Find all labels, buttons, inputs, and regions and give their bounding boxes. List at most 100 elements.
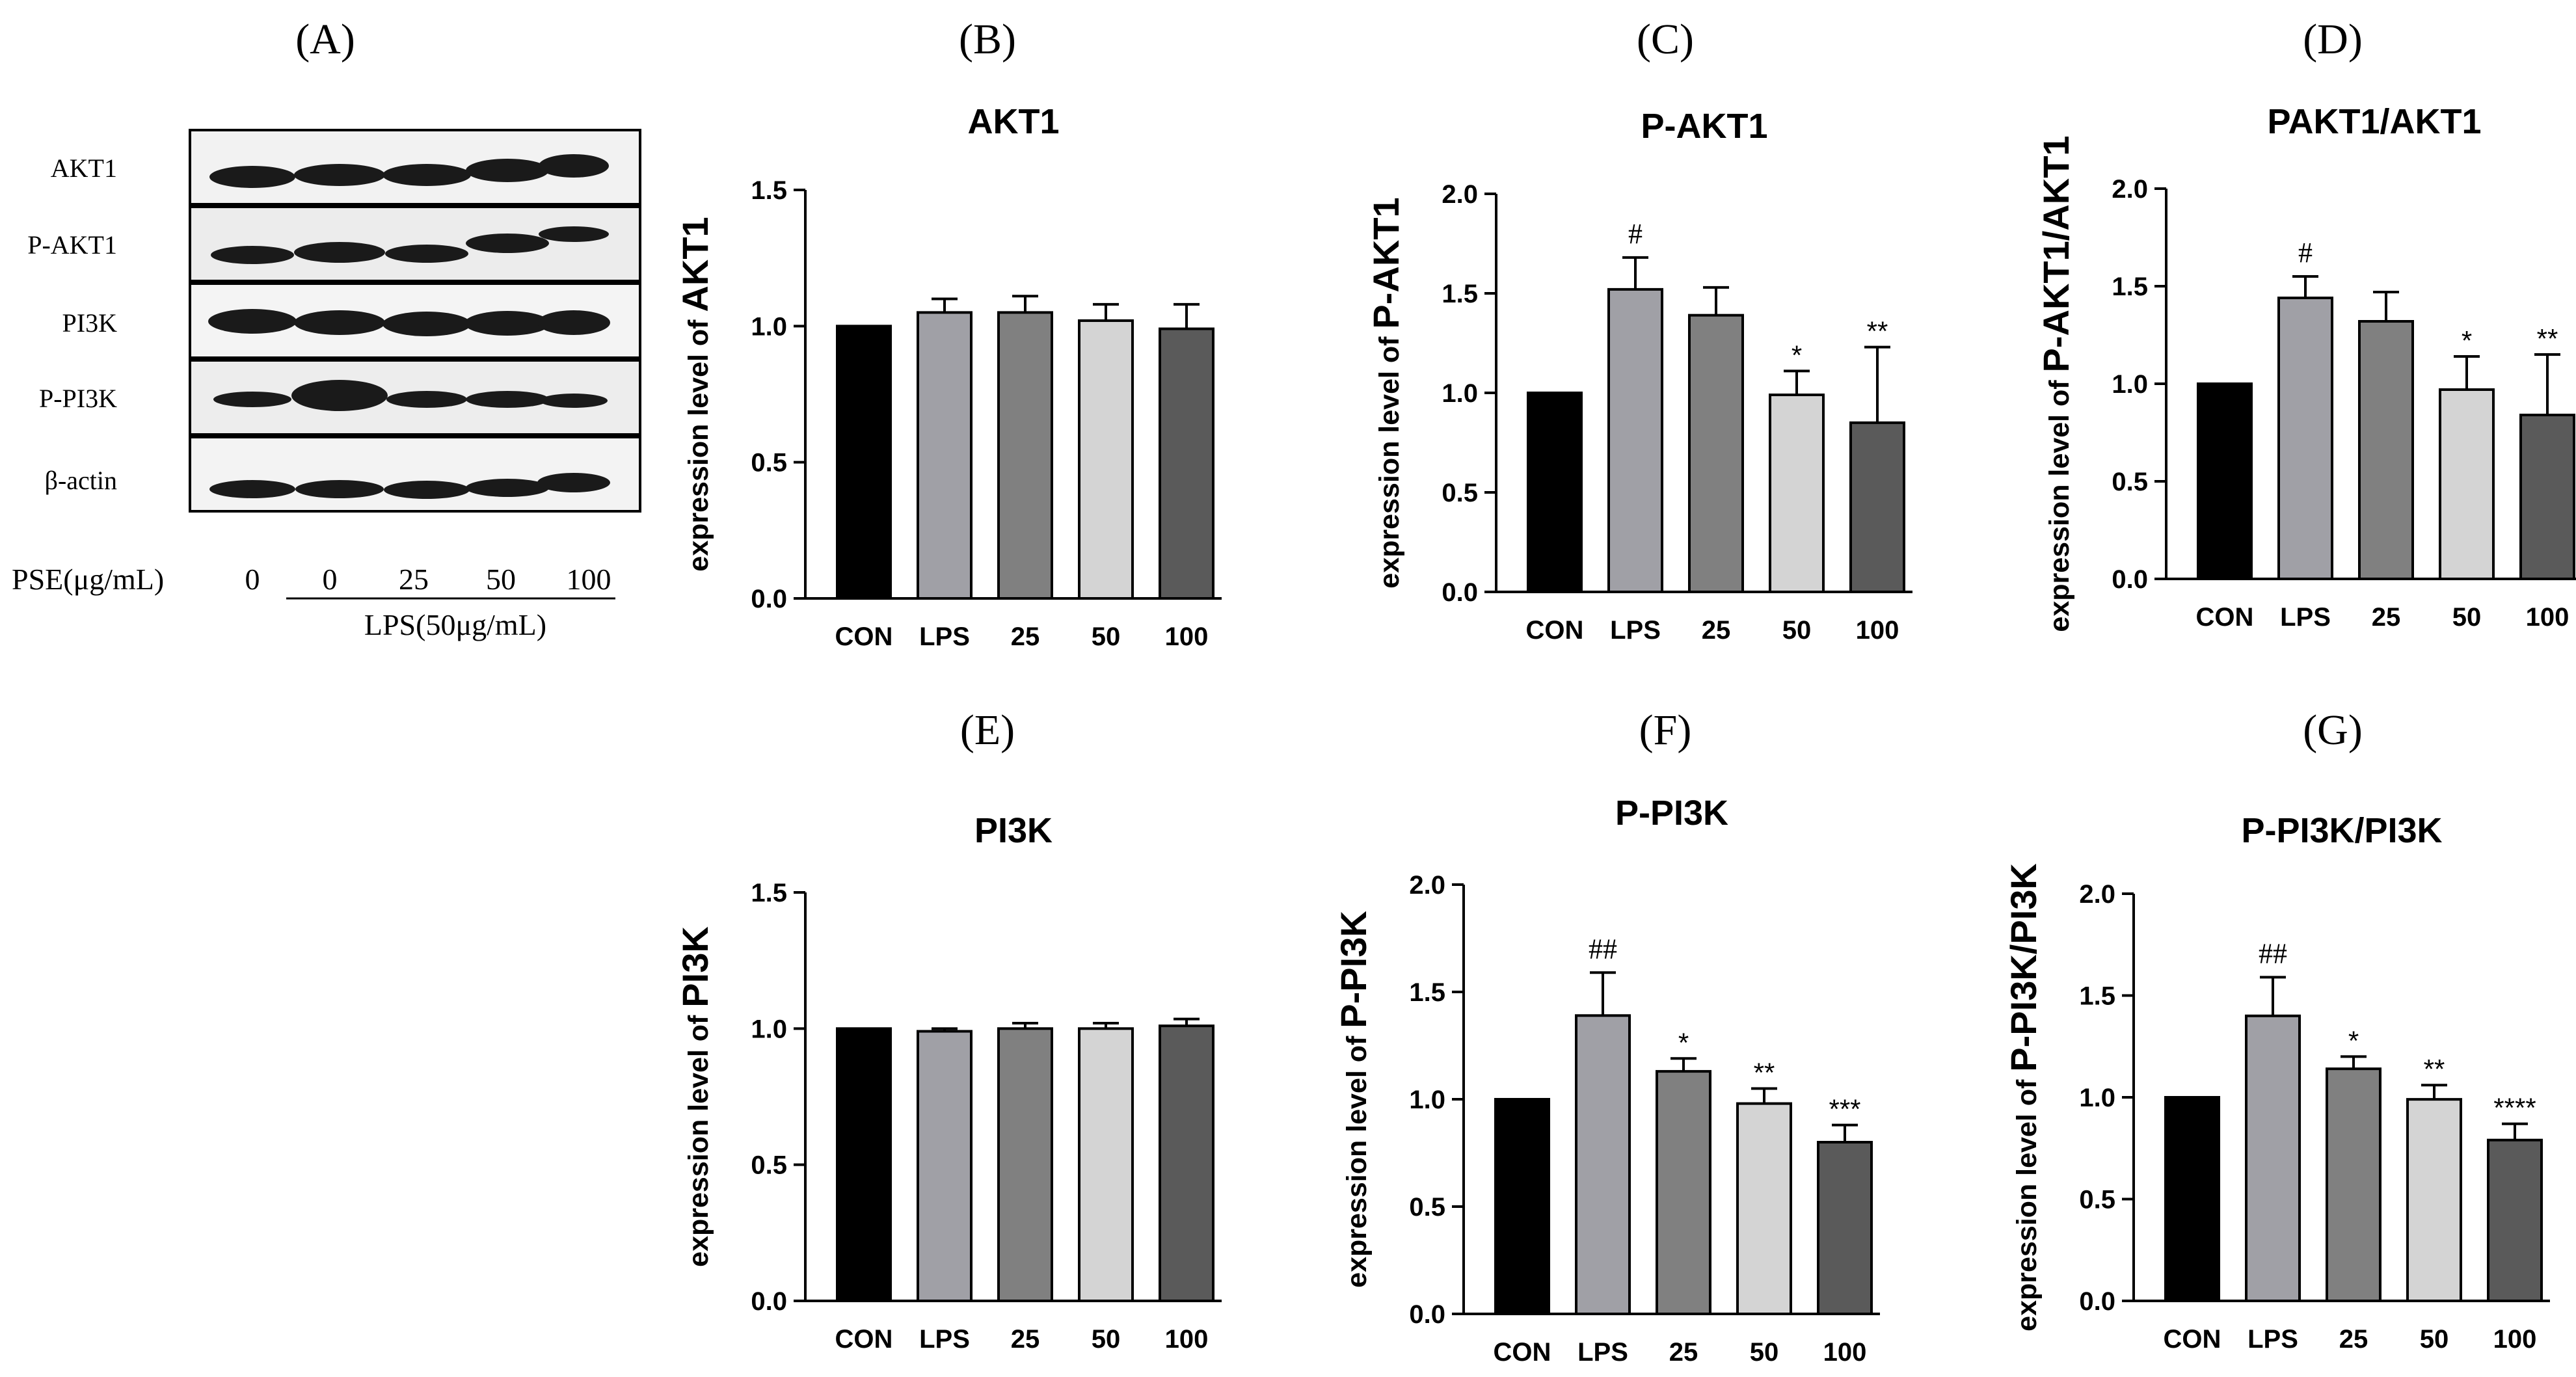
- pse-dose: 25: [399, 563, 429, 596]
- y-tick-label: 0.0: [2112, 565, 2148, 594]
- y-tick-label: 2.0: [1409, 871, 1445, 900]
- significance-label: *: [1791, 340, 1802, 370]
- x-tick-label: 100: [2526, 603, 2569, 632]
- y-tick-label: 0.5: [2112, 468, 2148, 496]
- significance-label: ##: [2259, 937, 2287, 969]
- significance-label: #: [2298, 237, 2313, 269]
- bar: [1078, 1027, 1134, 1303]
- y-tick-label: 1.0: [751, 312, 787, 341]
- bar: [2487, 1138, 2543, 1302]
- bar: [1159, 1024, 1214, 1302]
- blot-strip: [189, 206, 641, 282]
- x-tick-label: 100: [1165, 622, 1209, 651]
- y-axis-label-prefix: expression level of: [2044, 372, 2075, 632]
- blot-band: [294, 242, 385, 263]
- bar: [917, 1030, 973, 1303]
- y-tick-label: 1.5: [2079, 982, 2115, 1011]
- y-tick-label: 0.0: [2079, 1287, 2115, 1316]
- blot-band: [466, 391, 549, 408]
- x-tick-label: 50: [1782, 616, 1812, 645]
- bar: [2406, 1098, 2462, 1302]
- chart-title: PI3K: [974, 811, 1053, 850]
- blot-band: [382, 312, 471, 336]
- bar: [836, 1027, 892, 1303]
- y-tick-label: 1.0: [1442, 379, 1478, 408]
- chart-d: (D) PAKT1/AKT1 0.0 0.5 1.0 1.5 2.0 expression l…: [2035, 16, 2576, 632]
- significance-label: ****: [2493, 1093, 2536, 1123]
- x-tick-label: 25: [2339, 1325, 2368, 1354]
- y-tick-label: 0.5: [1442, 479, 1478, 507]
- blot-band: [294, 310, 385, 335]
- panel-letter: (E): [960, 706, 1015, 754]
- blot-band: [294, 164, 385, 186]
- bar: [1607, 287, 1663, 593]
- pse-label: PSE(μg/mL): [12, 563, 164, 596]
- x-tick-label: 25: [1011, 622, 1040, 651]
- pse-dose: 0: [323, 563, 338, 596]
- significance-label: #: [1628, 218, 1643, 250]
- bar: [2358, 320, 2414, 580]
- bar: [2519, 414, 2575, 580]
- y-tick-label: 0.5: [1409, 1193, 1445, 1222]
- x-tick-label: 25: [1011, 1325, 1040, 1354]
- y-tick-label: 1.0: [751, 1015, 787, 1043]
- y-axis-label-prefix: expression level of: [2011, 1072, 2043, 1331]
- significance-label: **: [1754, 1058, 1775, 1088]
- panel-letter: (C): [1637, 16, 1694, 63]
- blot-band: [209, 480, 295, 498]
- blot-band: [466, 234, 549, 253]
- blot-band: [464, 311, 550, 336]
- x-tick-label: 100: [2493, 1325, 2537, 1354]
- x-tick-label: 25: [1669, 1338, 1698, 1367]
- y-tick-label: 2.0: [2079, 880, 2115, 909]
- blot-band: [382, 164, 471, 186]
- bar: [997, 1027, 1053, 1303]
- blot-band: [540, 394, 608, 408]
- y-tick-label: 1.5: [2112, 273, 2148, 301]
- bar: [1817, 1141, 1873, 1315]
- bar: [1656, 1070, 1711, 1315]
- y-tick-label: 2.0: [1442, 180, 1478, 209]
- bar: [1527, 392, 1583, 593]
- x-tick-label: LPS: [919, 622, 970, 651]
- y-tick-label: 0.0: [1409, 1300, 1445, 1329]
- chart-f: (F) P-PI3K 0.0 0.5 1.0 1.5 2.0 expression level…: [1333, 706, 1880, 1367]
- blot-band: [537, 310, 610, 335]
- x-tick-label: 50: [1750, 1338, 1779, 1367]
- blot-row-label: PI3K: [62, 308, 118, 338]
- y-axis-label-target: P-PI3K/PI3K: [2003, 863, 2044, 1072]
- panel-letter: (D): [2303, 16, 2363, 63]
- x-tick-label: 50: [1092, 622, 1121, 651]
- significance-label: *: [1678, 1027, 1689, 1058]
- y-tick-label: 1.0: [2079, 1084, 2115, 1112]
- y-tick-label: 1.5: [751, 176, 787, 205]
- y-axis-label-target: PI3K: [675, 926, 716, 1008]
- blot-row-label: P-AKT1: [27, 230, 117, 260]
- bar: [2277, 297, 2333, 580]
- blot-band: [213, 392, 291, 407]
- x-tick-label: 100: [1165, 1325, 1209, 1354]
- significance-label: **: [2424, 1054, 2445, 1084]
- chart-title: PAKT1/AKT1: [2267, 102, 2481, 141]
- bar: [836, 325, 892, 600]
- chart-g: (G) P-PI3K/PI3K 0.0 0.5 1.0 1.5 2.0 expression …: [2003, 706, 2550, 1354]
- y-tick-label: 0.0: [1442, 578, 1478, 607]
- blot-band: [539, 154, 609, 178]
- y-axis-label-target: P-AKT1: [1365, 197, 1406, 328]
- significance-label: *: [2462, 325, 2472, 356]
- pse-dose: 0: [245, 563, 260, 596]
- bar: [1494, 1098, 1550, 1315]
- bar: [2164, 1096, 2220, 1302]
- x-tick-label: 50: [1092, 1325, 1121, 1354]
- x-tick-label: LPS: [1610, 616, 1661, 645]
- blot-band: [466, 159, 549, 182]
- blot-row-label: AKT1: [51, 154, 117, 183]
- bar-charts: (B) AKT1 0.0 0.5 1.0 1.5 expression level of A…: [675, 16, 2576, 1367]
- x-tick-label: LPS: [2280, 603, 2331, 632]
- y-tick-label: 0.0: [751, 585, 787, 613]
- blot-band: [537, 473, 610, 492]
- x-tick-label: CON: [2164, 1325, 2221, 1354]
- y-axis-label-prefix: expression level of: [683, 312, 714, 572]
- bar: [1736, 1102, 1792, 1315]
